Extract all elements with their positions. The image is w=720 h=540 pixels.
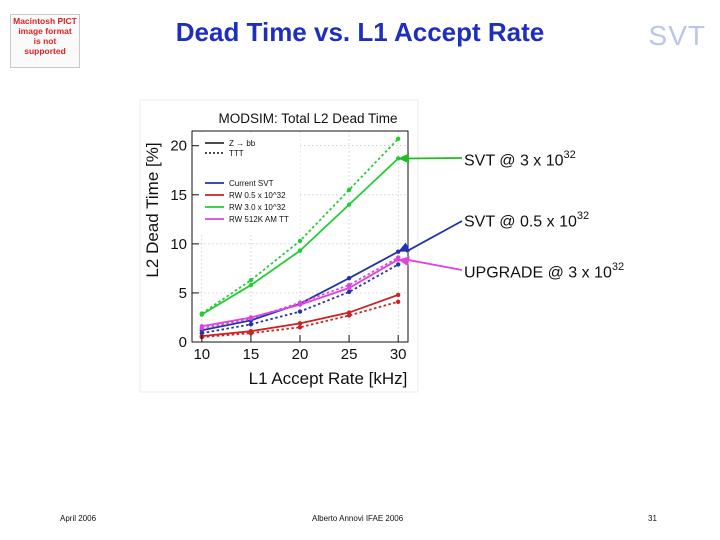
x-tick-label: 25 [341, 346, 358, 363]
x-axis-label: L1 Accept Rate [kHz] [249, 369, 408, 388]
annotation-arrow-head [398, 153, 410, 164]
y-tick-label: 0 [179, 334, 187, 351]
annotation-arrow-head [398, 256, 410, 267]
footer-date: April 2006 [60, 514, 97, 523]
data-point [395, 292, 401, 298]
pict-placeholder-text: Macintosh PICT image format is not suppo… [13, 16, 77, 56]
legend-label: RW 3.0 x 10^32 [229, 203, 286, 212]
legend-style-label: TTT [229, 149, 244, 158]
data-point [297, 309, 303, 314]
legend-label: RW 0.5 x 10^32 [229, 191, 286, 200]
annotation-arrow-line [405, 220, 463, 253]
annotation-svt-0-5: SVT @ 0.5 x 1032 [464, 210, 590, 231]
data-point [395, 255, 401, 260]
annotation-arrow-head [398, 242, 411, 252]
data-point [395, 136, 401, 142]
annotation-arrow-line [405, 258, 463, 271]
slide-title: Dead Time vs. L1 Accept Rate [175, 17, 545, 47]
data-point [346, 202, 352, 207]
data-point [346, 276, 352, 281]
series-line-3 [201, 300, 399, 338]
data-point [248, 322, 254, 327]
data-point [346, 282, 352, 288]
pict-placeholder-image [10, 14, 80, 68]
data-point [297, 321, 303, 326]
ticks-layer: 10 15 20 25 30 0 5 10 15 20 [170, 138, 406, 363]
x-tick-label: 20 [292, 346, 309, 363]
legend-style-label: Z → bb [229, 139, 256, 148]
data-point [297, 238, 303, 244]
chart-title: MODSIM: Total L2 Dead Time [218, 111, 397, 126]
annotation-svt-3: SVT @ 3 x 1032 [464, 149, 576, 170]
footer-page-number: 31 [648, 514, 657, 523]
data-point [248, 277, 254, 283]
annotation-arrows [398, 153, 463, 271]
data-point [346, 313, 352, 318]
y-axis-label: L2 Dead Time [%] [143, 142, 162, 277]
data-point [346, 187, 352, 193]
data-point [297, 300, 303, 305]
y-tick-label: 15 [170, 187, 187, 204]
series-layer [199, 136, 401, 340]
data-point [297, 325, 303, 330]
data-point [395, 299, 401, 304]
x-tick-label: 15 [243, 346, 260, 363]
data-point [199, 311, 205, 316]
data-point [395, 262, 401, 267]
data-point [199, 326, 205, 331]
x-tick-label: 30 [390, 346, 407, 363]
legend-box [200, 135, 300, 233]
data-point [248, 282, 254, 288]
annotation-upgrade-3: UPGRADE @ 3 x 1032 [464, 261, 625, 282]
y-tick-label: 5 [179, 285, 187, 302]
brand-logo: SVT [648, 20, 706, 51]
legend-label: RW 512K AM TT [229, 215, 289, 224]
x-tick-label: 10 [193, 346, 210, 363]
data-point [248, 316, 254, 321]
footer-author: Alberto Annovi IFAE 2006 [312, 514, 404, 523]
legend-label: Current SVT [229, 179, 274, 188]
data-point [346, 289, 352, 295]
y-tick-label: 20 [170, 138, 187, 155]
data-point [297, 248, 303, 253]
y-tick-label: 10 [170, 236, 187, 253]
data-point [248, 330, 254, 336]
